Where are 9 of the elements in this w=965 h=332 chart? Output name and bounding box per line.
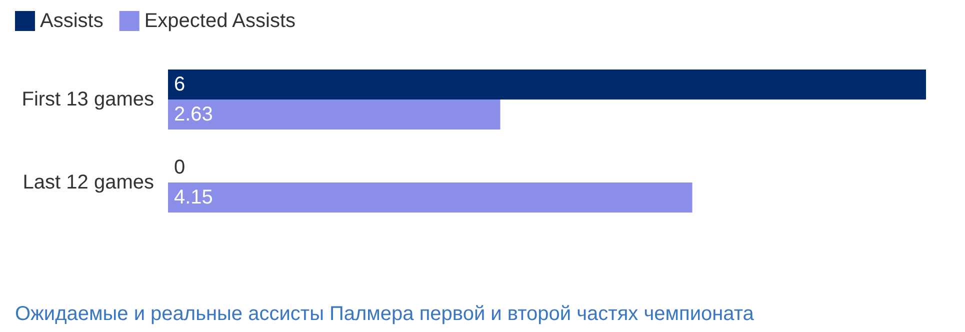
y-tick-label: First 13 games [22, 88, 154, 110]
legend-label: Expected Assists [144, 10, 296, 32]
y-tick-label: Last 12 games [22, 172, 154, 194]
data-label: 6 [174, 74, 186, 96]
data-label: 0 [174, 156, 186, 178]
data-label: 2.63 [174, 104, 213, 126]
legend-label: Assists [40, 10, 104, 32]
data-label: 4.15 [174, 186, 213, 208]
text: Ожидаемые и реальные ассисты Палмера первой и второй частях чемпионата [15, 303, 755, 325]
